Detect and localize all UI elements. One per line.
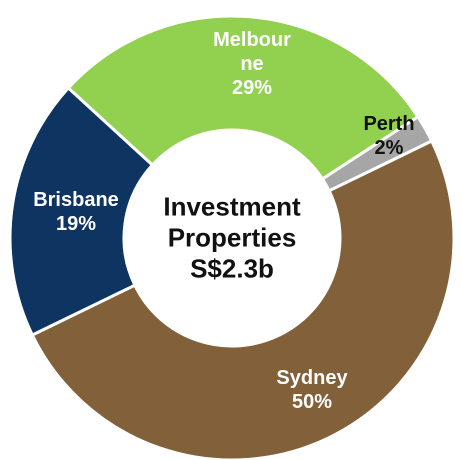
category-label: Sydney bbox=[276, 367, 348, 389]
value-label: 50% bbox=[291, 391, 333, 413]
segment-label: Perth 2% bbox=[354, 112, 424, 160]
donut-segment bbox=[8, 85, 155, 337]
donut-segment bbox=[30, 139, 456, 460]
segment-label: Melbourne 29% bbox=[210, 28, 294, 100]
value-label: 2% bbox=[374, 137, 404, 159]
value-label: 19% bbox=[55, 213, 97, 235]
segment-label: Brisbane 19% bbox=[16, 188, 136, 236]
chart-title: Investment Properties S$2.3b bbox=[163, 191, 301, 284]
donut-segment bbox=[66, 14, 421, 182]
category-label: Melbourne bbox=[213, 29, 291, 75]
category-label: Brisbane bbox=[33, 189, 119, 211]
category-label: Perth bbox=[363, 113, 415, 135]
value-label: 29% bbox=[231, 77, 273, 99]
segment-label: Sydney 50% bbox=[252, 366, 372, 414]
